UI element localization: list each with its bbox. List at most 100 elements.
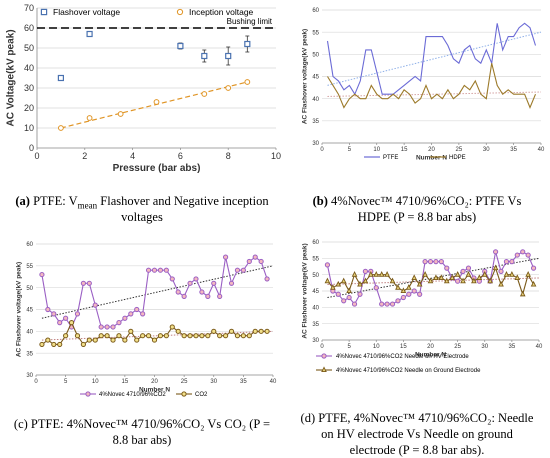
caption-a-pre: PTFE: V — [29, 194, 78, 208]
c-series-1-point — [110, 337, 116, 343]
d-series-0-point — [357, 291, 363, 297]
c-x-axis-title: Number N — [139, 387, 170, 394]
caption-c: (c) PTFE: 4%Novec™ 4710/96%CO₂ Vs CO₂ (P… — [0, 416, 284, 448]
c-series-0-point — [116, 320, 122, 326]
b-legend-label-0: PTFE — [383, 155, 398, 161]
caption-d-line2: on HV electrode Vs Needle on ground — [321, 427, 513, 441]
c-series-0-point — [63, 315, 69, 321]
c-legend-marker-1 — [181, 391, 187, 397]
c-series-0-point — [51, 311, 57, 317]
d-series-1-point — [443, 277, 450, 284]
a-inception-point — [117, 111, 124, 117]
a-flashover-point — [244, 40, 251, 48]
d-series-1-point — [476, 274, 483, 280]
panel-c: 30 35 40 45 50 55 60 0 5 10 15 20 25 30 35 40 Number N AC… — [0, 228, 280, 418]
d-series-0-point — [427, 258, 434, 265]
d-series-1-point — [454, 271, 461, 277]
c-series-1-point — [116, 333, 122, 339]
d-series-0-point — [341, 298, 347, 304]
c-series-0-point — [240, 267, 246, 273]
a-ytick-label: 20 — [24, 103, 34, 113]
b-ytick-label: 40 — [312, 97, 319, 103]
a-legend-marker-0 — [40, 8, 48, 16]
d-series-1-point — [487, 277, 494, 284]
c-series-1-point — [80, 341, 87, 348]
d-series-1-point — [498, 280, 504, 287]
c-ytick-label: 40 — [26, 329, 33, 335]
c-series-0-point — [86, 280, 92, 286]
d-series-1-point — [422, 271, 428, 277]
a-inception-point — [201, 91, 208, 97]
d-series-0-point — [530, 265, 537, 271]
c-series-0-point — [175, 289, 181, 295]
a-legend-label-0: Flashover voltage — [53, 7, 120, 17]
c-series-0-point — [145, 267, 152, 273]
c-series-0-point — [128, 311, 134, 317]
d-series-1-point — [514, 274, 521, 280]
d-legend-label-0: 4%Novec 4710/96%CO2 Needle on HV Electro… — [336, 354, 469, 360]
d-series-0-point — [433, 258, 439, 265]
c-series-1-point — [252, 328, 258, 334]
d-xtick-label: 5 — [347, 344, 351, 350]
c-series-1-point — [234, 333, 241, 339]
d-series-1-point — [460, 277, 466, 284]
b-xtick-label: 5 — [348, 147, 352, 153]
d-series-0-point — [509, 258, 515, 265]
d-series-0-point — [493, 249, 499, 255]
d-series-1-point — [400, 287, 407, 294]
d-series-0-point — [444, 265, 450, 271]
c-series-1-point — [104, 333, 110, 339]
c-series-1-point — [151, 337, 158, 343]
c-series-1-point — [68, 320, 75, 326]
c-series-1-point — [122, 337, 128, 343]
c-series-1-point — [211, 328, 217, 334]
c-series-1-point — [258, 328, 264, 334]
c-series-0-point — [199, 289, 205, 295]
chart-b: 30 35 40 45 50 55 60 0 5 10 15 20 25 30 35 40 Number N AC… — [301, 8, 545, 162]
caption-c-line1: (c) PTFE: 4%Novec™ 4710/96%CO₂ Vs CO₂ (P… — [13, 417, 271, 431]
b-series-line-1 — [327, 63, 537, 109]
d-series-0-point — [351, 301, 358, 307]
a-inception-point — [225, 85, 232, 91]
d-xtick-label: 25 — [454, 344, 461, 350]
d-series-0-point — [400, 294, 406, 301]
c-series-0-point — [169, 276, 175, 282]
a-flashover-point — [225, 52, 232, 60]
c-series-0-point — [45, 306, 51, 313]
c-ytick-label: 60 — [26, 242, 33, 248]
b-ytick-label: 60 — [312, 8, 319, 14]
d-series-0-point — [525, 252, 531, 258]
d-xtick-label: 40 — [536, 344, 543, 350]
c-series-1-point — [217, 333, 223, 339]
c-series-1-point — [86, 337, 92, 343]
caption-b: (b) 4%Novec™ 4710/96%CO₂: PTFE Vs HDPE (… — [286, 193, 548, 225]
caption-a-tag: (a) — [15, 194, 30, 208]
c-series-0-point — [252, 254, 258, 260]
a-flashover-point — [57, 74, 65, 82]
c-series-0-point — [92, 302, 98, 308]
d-series-1-point — [346, 287, 352, 294]
d-series-0-point — [362, 268, 369, 275]
d-series-0-point — [417, 291, 423, 297]
d-series-1-point — [335, 280, 342, 287]
d-series-0-point — [411, 288, 417, 294]
d-series-0-point — [520, 249, 526, 255]
d-series-0-point — [455, 278, 461, 284]
c-series-1-point — [39, 341, 45, 348]
d-series-1-point — [389, 277, 396, 284]
chart-c: 30 35 40 45 50 55 60 0 5 10 15 20 25 30 35 40 Number N AC… — [15, 242, 277, 398]
b-ytick-label: 35 — [312, 119, 319, 125]
c-series-line-0 — [41, 256, 268, 329]
c-series-1-point — [187, 333, 193, 339]
c-series-0-point — [234, 267, 241, 273]
c-series-0-point — [140, 311, 146, 317]
d-xtick-label: 35 — [509, 344, 516, 350]
b-xtick-label: 35 — [510, 147, 517, 153]
a-bushing-limit-label: Bushing limit — [227, 17, 273, 26]
c-series-1-point — [246, 333, 252, 339]
a-xtick-label: 2 — [82, 151, 87, 161]
a-flashover-point — [177, 42, 184, 50]
c-series-1-point — [175, 328, 181, 334]
d-xtick-label: 15 — [400, 344, 407, 350]
b-xtick-label: 25 — [456, 147, 463, 153]
